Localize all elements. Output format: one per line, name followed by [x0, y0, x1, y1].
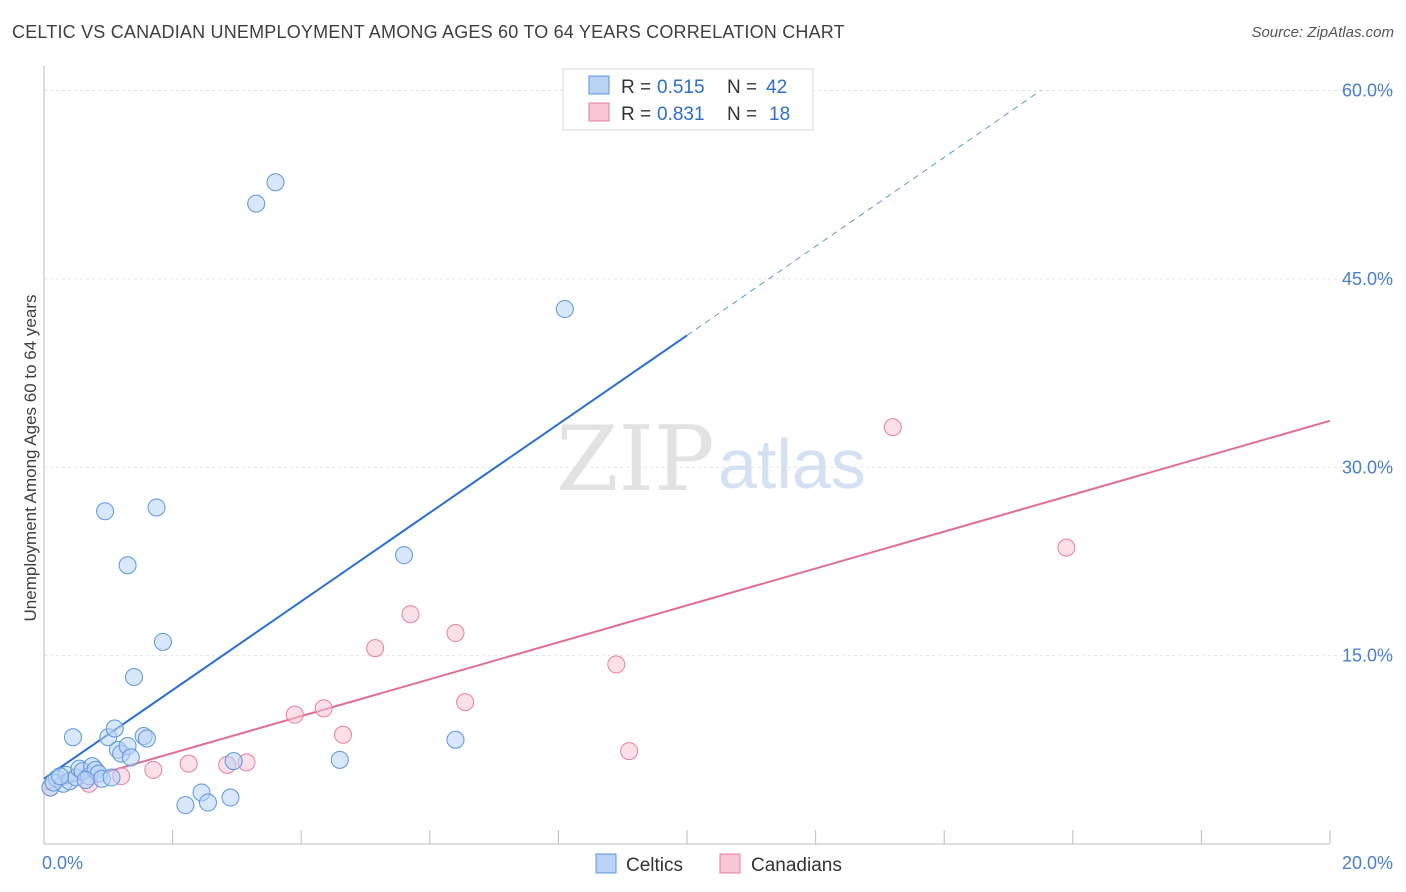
trend-line-canadians	[43, 419, 1331, 791]
bottom-legend-celtics: Celtics	[626, 855, 683, 876]
point-celtics-33	[266, 173, 285, 192]
point-celtics-37	[555, 300, 574, 319]
point-celtics-41	[102, 768, 121, 787]
point-celtics-27	[176, 796, 195, 815]
point-celtics-26	[153, 632, 172, 651]
point-celtics-13	[63, 728, 82, 747]
point-canadians-12	[446, 624, 465, 643]
point-canadians-9	[333, 725, 352, 744]
y-tick-label-2: 45.0%	[1342, 269, 1393, 289]
source-label: Source: ZipAtlas.com	[1251, 24, 1394, 41]
point-canadians-10	[366, 639, 385, 658]
legend-n-label-2: N =	[727, 104, 757, 125]
data-points	[41, 173, 1076, 815]
bottom-legend-swatch-canadians	[719, 853, 741, 874]
y-tick-label-3: 60.0%	[1342, 81, 1393, 101]
bottom-legend-canadians: Canadians	[751, 855, 842, 876]
y-tick-label-0: 15.0%	[1342, 646, 1393, 666]
x-tick-label-1: 20.0%	[1342, 853, 1393, 873]
trend-lines	[43, 90, 1331, 791]
point-canadians-14	[607, 655, 626, 674]
grid-lines	[44, 90, 1392, 657]
point-celtics-15	[105, 719, 124, 738]
legend-r-label-1: R =	[621, 77, 651, 98]
legend-r-value-1: 0.515	[657, 77, 705, 98]
point-celtics-24	[125, 667, 144, 686]
point-canadians-11	[401, 605, 420, 624]
point-canadians-16	[883, 418, 902, 437]
point-celtics-25	[147, 498, 166, 517]
point-celtics-19	[121, 748, 140, 767]
x-tick-label-0: 0.0%	[42, 853, 83, 873]
point-celtics-21	[137, 729, 156, 748]
point-canadians-17	[1057, 538, 1076, 557]
watermark: ZIP atlas	[556, 407, 866, 512]
point-celtics-31	[224, 752, 243, 771]
point-canadians-8	[314, 699, 333, 718]
legend-n-label-1: N =	[727, 77, 757, 98]
point-canadians-3	[144, 760, 163, 779]
point-celtics-22	[96, 502, 115, 521]
point-celtics-36	[446, 730, 465, 749]
bottom-legend: Celtics Canadians	[595, 853, 842, 876]
chart-title: CELTIC VS CANADIAN UNEMPLOYMENT AMONG AG…	[12, 22, 845, 42]
watermark-zip: ZIP	[556, 407, 715, 512]
point-celtics-40	[76, 770, 95, 789]
tick-labels: 15.0% 30.0% 45.0% 60.0% 0.0% 20.0%	[42, 81, 1393, 873]
point-celtics-30	[221, 788, 240, 807]
trend-line-celtics	[43, 334, 688, 780]
legend-n-value-1: 42	[766, 77, 787, 98]
trend-line-celtics-extension	[686, 90, 1041, 336]
y-axis-label: Unemployment Among Ages 60 to 64 years	[21, 295, 40, 622]
legend-r-label-2: R =	[621, 104, 651, 125]
point-canadians-4	[179, 754, 198, 773]
bottom-legend-swatch-celtics	[595, 853, 617, 874]
watermark-atlas: atlas	[718, 425, 866, 503]
legend-swatch-canadians	[588, 102, 610, 122]
point-canadians-15	[620, 742, 639, 761]
y-tick-label-1: 30.0%	[1342, 457, 1393, 477]
point-celtics-32	[247, 194, 266, 213]
point-canadians-7	[285, 705, 304, 724]
legend-r-value-2: 0.831	[657, 104, 705, 125]
legend-n-value-2: 18	[769, 104, 790, 125]
axes	[43, 66, 1331, 845]
point-celtics-34	[330, 750, 349, 769]
point-celtics-29	[198, 793, 217, 812]
legend-box: R = 0.515 N = 42 R = 0.831 N = 18	[562, 68, 814, 131]
point-celtics-35	[395, 546, 414, 565]
point-celtics-23	[118, 556, 137, 575]
point-celtics-39	[51, 767, 70, 786]
legend-swatch-celtics	[588, 75, 610, 95]
point-canadians-13	[456, 693, 475, 712]
